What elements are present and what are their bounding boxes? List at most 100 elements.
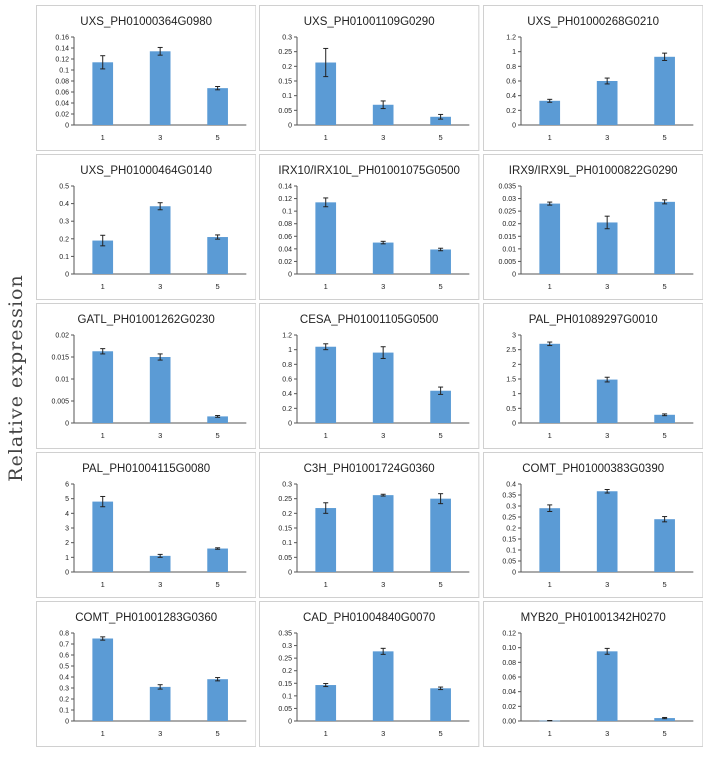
bar-1: [539, 508, 560, 572]
bar-3: [373, 651, 394, 721]
y-tick-label: 0: [288, 570, 292, 577]
chart-title: GATL_PH01001262G0230: [78, 314, 215, 326]
x-tick-label: 1: [101, 580, 105, 589]
chart-panel-10: PAL_PH01004115G0080 0 1 2 3 4 5 6 1 3 5: [36, 452, 257, 598]
y-tick-label: 2: [65, 540, 69, 547]
x-tick-label: 1: [101, 729, 105, 738]
y-tick-label: 0.1: [506, 548, 516, 555]
y-tick-label: 0.04: [279, 246, 293, 253]
y-tick-label: 0.02: [55, 333, 69, 340]
y-tick-label: 0.12: [55, 57, 69, 64]
y-tick-label: 0.4: [59, 675, 69, 682]
y-tick-label: 0.3: [59, 686, 69, 693]
y-tick-label: 0.1: [283, 540, 293, 547]
bar-5: [653, 519, 675, 572]
y-tick-label: 1.5: [506, 377, 516, 384]
y-tick-label: 0.8: [283, 362, 293, 369]
y-tick-label: 0.35: [279, 631, 293, 638]
x-tick-label: 1: [547, 580, 551, 589]
chart-panel-11: C3H_PH01001724G0360 0 0.05 0.1 0.15 0.2 0.25 0.…: [259, 452, 480, 598]
y-tick-label: 0.2: [283, 511, 293, 518]
y-tick-label: 0.3: [59, 219, 69, 226]
y-tick-label: 0.08: [279, 221, 293, 228]
panel-border: [259, 303, 480, 449]
bar-1: [92, 351, 114, 423]
bar-1: [315, 685, 337, 721]
chart-title: PAL_PH01004115G0080: [82, 463, 210, 475]
bar-1: [92, 638, 114, 721]
panel-border: [259, 601, 480, 747]
y-tick-label: 0.04: [55, 101, 69, 108]
y-tick-label: 0.02: [279, 259, 293, 266]
x-tick-label: 1: [547, 431, 551, 440]
x-tick-label: 3: [158, 431, 162, 440]
y-tick-label: 2.5: [506, 347, 516, 354]
y-tick-label: 0.4: [283, 391, 293, 398]
x-tick-label: 3: [158, 729, 162, 738]
chart-title: PAL_PH01089297G0010: [528, 314, 657, 326]
x-tick-label: 1: [324, 282, 328, 291]
x-tick-label: 1: [101, 431, 105, 440]
panel-border: [482, 303, 703, 449]
chart-title: CESA_PH01001105G0500: [300, 314, 439, 326]
x-tick-label: 3: [605, 580, 609, 589]
y-tick-label: 0.4: [506, 482, 516, 489]
chart-panel-4: UXS_PH01000464G0140 0 0.1 0.2 0.3 0.4 0.5 1 3 5: [36, 154, 257, 300]
bar-3: [596, 491, 618, 572]
y-tick-label: 0: [288, 123, 292, 130]
y-tick-label: 0.05: [279, 108, 293, 115]
x-tick-label: 5: [662, 282, 666, 291]
y-tick-label: 0.8: [59, 631, 69, 638]
y-tick-label: 0.15: [279, 526, 293, 533]
bar-3: [373, 495, 394, 572]
bar-1: [92, 501, 114, 572]
y-tick-label: 0.5: [506, 406, 516, 413]
y-tick-label: 0.08: [502, 660, 516, 667]
y-tick-label: 0.2: [283, 668, 293, 675]
x-tick-label: 5: [439, 580, 443, 589]
y-tick-label: 0.01: [502, 246, 516, 253]
y-tick-label: 0.2: [283, 406, 293, 413]
y-tick-label: 0: [65, 570, 69, 577]
y-tick-label: 0.14: [55, 46, 69, 53]
bar-3: [373, 242, 394, 274]
x-tick-label: 1: [324, 729, 328, 738]
chart-title: UXS_PH01000464G0140: [80, 165, 212, 177]
x-tick-label: 1: [101, 133, 105, 142]
y-tick-label: 0.25: [279, 496, 293, 503]
chart-title: COMT_PH01001283G0360: [75, 612, 217, 624]
y-tick-label: 0.1: [59, 708, 69, 715]
x-tick-label: 5: [439, 729, 443, 738]
y-tick-label: 0.14: [279, 184, 293, 191]
y-tick-label: 0.25: [502, 515, 516, 522]
y-tick-label: 0.04: [502, 689, 516, 696]
bar-3: [149, 51, 171, 125]
y-axis-label-text: Relative expression: [5, 274, 27, 482]
bar-5: [653, 414, 675, 423]
bar-1: [539, 203, 560, 274]
panel-border: [36, 452, 257, 598]
bar-5: [207, 548, 228, 572]
x-tick-label: 5: [662, 729, 666, 738]
y-tick-label: 0.1: [59, 68, 69, 75]
y-tick-label: 0.8: [506, 64, 516, 71]
bar-5: [430, 116, 452, 125]
bar-5: [430, 498, 452, 572]
y-tick-label: 0: [288, 272, 292, 279]
bar-3: [373, 104, 394, 125]
y-tick-label: 1: [512, 49, 516, 56]
chart-title: C3H_PH01001724G0360: [304, 463, 435, 475]
bar-3: [596, 222, 618, 274]
chart-panel-5: IRX10/IRX10L_PH01001075G0500 0 0.02 0.04 0.0…: [259, 154, 480, 300]
x-tick-label: 3: [605, 282, 609, 291]
y-tick-label: 0.02: [55, 112, 69, 119]
y-tick-label: 0: [512, 570, 516, 577]
y-tick-label: 0.025: [498, 209, 516, 216]
y-tick-label: 0.3: [283, 35, 293, 42]
chart-panel-3: UXS_PH01000268G0210 0 0.2 0.4 0.6 0.8 1 1.2 1 3 5: [482, 5, 703, 151]
y-axis-label: Relative expression: [0, 0, 32, 757]
bar-3: [373, 352, 394, 423]
y-tick-label: 0.05: [502, 559, 516, 566]
y-tick-label: 0: [512, 421, 516, 428]
y-tick-label: 0.15: [279, 681, 293, 688]
